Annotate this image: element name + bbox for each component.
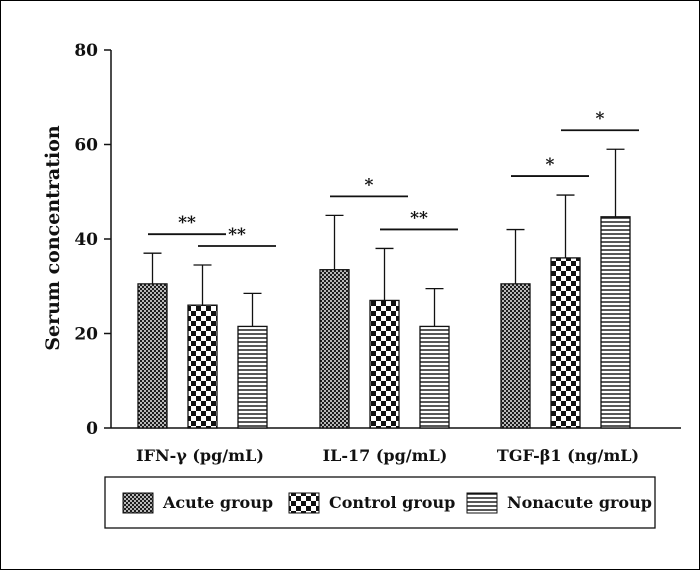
x-tick-label: TGF-β1 (ng/mL) (497, 446, 639, 465)
y-ticks: 0 20 40 60 80 (74, 41, 111, 439)
y-axis-label: Serum concentration (42, 125, 64, 351)
y-tick-label: 60 (74, 136, 98, 156)
legend-label-nonacute: Nonacute group (507, 493, 652, 512)
legend-label-acute: Acute group (162, 493, 273, 512)
bar-nonacute-group-1 (419, 325, 450, 429)
y-tick-label: 40 (74, 230, 98, 250)
legend-box (104, 476, 656, 529)
legend-swatch-acute (122, 492, 154, 514)
x-tick-label: IL-17 (pg/mL) (323, 446, 448, 465)
legend-swatch-control (288, 492, 320, 514)
legend-label-control: Control group (329, 493, 455, 512)
legend: Acute group Control group Nonacute group (104, 476, 656, 529)
x-tick-labels: IFN-γ (pg/mL) IL-17 (pg/mL) TGF-β1 (ng/mL) (136, 446, 639, 465)
significance-label: * (596, 109, 605, 129)
y-tick-label: 20 (74, 325, 98, 345)
error-bars (143, 148, 625, 327)
bar-control-group-0 (187, 304, 218, 429)
bar-control-group-1 (369, 299, 400, 429)
legend-swatch-nonacute (466, 492, 498, 514)
significance-label: ** (410, 208, 428, 228)
significance-label: ** (228, 225, 246, 245)
bar-acute-group-2 (500, 283, 531, 429)
bar-nonacute-group-2 (600, 216, 631, 429)
x-tick-label: IFN-γ (pg/mL) (136, 446, 264, 465)
significance-label: ** (178, 213, 196, 233)
significance-annotations: ********* (148, 109, 639, 247)
significance-label: * (546, 155, 555, 175)
bar-control-group-2 (550, 257, 581, 429)
bar-acute-group-0 (137, 283, 168, 429)
y-tick-label: 80 (74, 41, 98, 61)
significance-label: * (365, 175, 374, 195)
bar-nonacute-group-0 (237, 325, 268, 429)
bars (137, 216, 631, 429)
y-tick-label: 0 (86, 419, 98, 439)
bar-acute-group-1 (319, 269, 350, 429)
